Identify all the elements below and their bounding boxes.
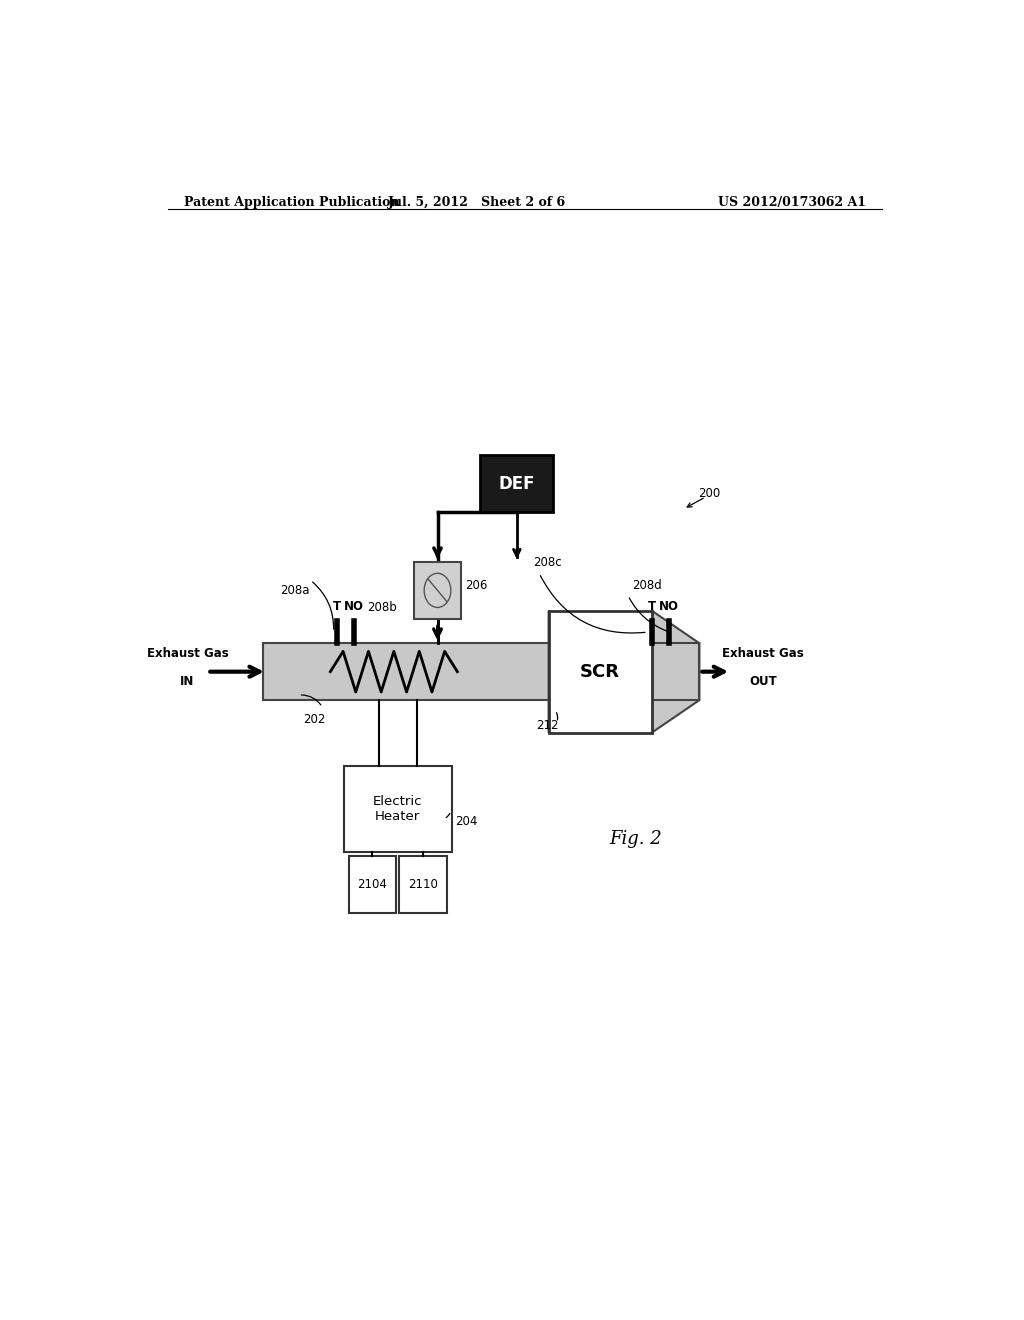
FancyBboxPatch shape xyxy=(348,855,396,912)
Text: 208c: 208c xyxy=(532,557,561,569)
FancyBboxPatch shape xyxy=(414,562,461,619)
Text: DEF: DEF xyxy=(499,475,536,492)
Text: NO: NO xyxy=(659,599,679,612)
FancyBboxPatch shape xyxy=(480,455,553,512)
Text: 208d: 208d xyxy=(632,578,662,591)
Text: T: T xyxy=(333,599,341,612)
Text: SCR: SCR xyxy=(581,663,621,681)
Polygon shape xyxy=(568,624,572,718)
Text: Patent Application Publication: Patent Application Publication xyxy=(183,195,399,209)
Text: IN: IN xyxy=(180,676,195,688)
Text: 206: 206 xyxy=(465,578,487,591)
Text: Exhaust Gas: Exhaust Gas xyxy=(146,647,228,660)
FancyBboxPatch shape xyxy=(344,766,452,851)
Text: 200: 200 xyxy=(697,487,720,500)
Text: 208a: 208a xyxy=(280,583,309,597)
Polygon shape xyxy=(651,611,699,733)
Text: Electric
Heater: Electric Heater xyxy=(373,795,423,822)
Text: 2110: 2110 xyxy=(409,878,438,891)
FancyBboxPatch shape xyxy=(549,611,652,733)
Text: 202: 202 xyxy=(303,713,326,726)
Polygon shape xyxy=(549,611,568,733)
Text: OUT: OUT xyxy=(749,676,777,688)
Text: 204: 204 xyxy=(455,814,477,828)
FancyBboxPatch shape xyxy=(263,643,568,700)
FancyBboxPatch shape xyxy=(651,643,699,700)
Text: Fig. 2: Fig. 2 xyxy=(609,830,663,849)
Text: NO: NO xyxy=(344,599,365,612)
Text: 212: 212 xyxy=(536,719,558,733)
Text: T: T xyxy=(648,599,655,612)
Text: Exhaust Gas: Exhaust Gas xyxy=(722,647,804,660)
Text: 208b: 208b xyxy=(367,601,397,614)
Text: 2104: 2104 xyxy=(357,878,387,891)
Text: US 2012/0173062 A1: US 2012/0173062 A1 xyxy=(718,195,866,209)
Text: Jul. 5, 2012   Sheet 2 of 6: Jul. 5, 2012 Sheet 2 of 6 xyxy=(388,195,566,209)
FancyBboxPatch shape xyxy=(399,855,447,912)
